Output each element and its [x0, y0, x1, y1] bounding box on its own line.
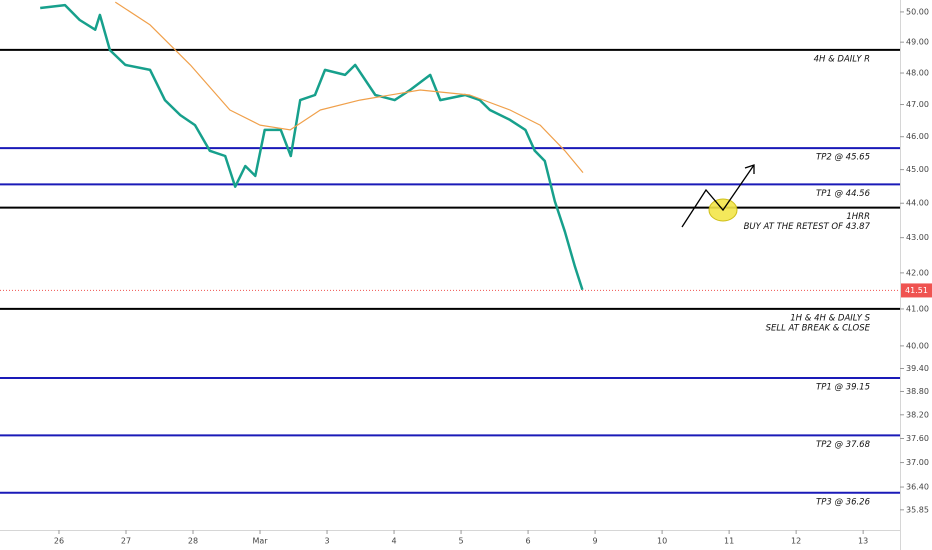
x-tick-label: Mar [252, 537, 268, 546]
y-tick-label: 39.40 [906, 364, 929, 373]
y-tick-label: 46.00 [906, 132, 929, 141]
y-tick-label: 44.00 [906, 199, 929, 208]
level-label: TP3 @ 36.26 [816, 497, 871, 507]
level-label: 4H & DAILY R [814, 54, 871, 64]
x-tick-label: 11 [724, 537, 734, 546]
x-tick-label: 12 [791, 537, 801, 546]
level-label: TP1 @ 44.56 [816, 189, 871, 199]
x-tick-label: 9 [593, 537, 598, 546]
x-tick-label: 3 [324, 537, 329, 546]
level-label: TP1 @ 39.15 [816, 383, 870, 393]
arrows [681, 164, 755, 228]
y-tick-label: 43.00 [906, 233, 929, 242]
level-label: TP2 @ 37.68 [816, 440, 871, 450]
x-tick-label: 27 [121, 537, 131, 546]
level-label: SELL AT BREAK & CLOSE [766, 323, 871, 333]
y-tick-label: 49.00 [906, 38, 929, 47]
y-tick-label: 50.00 [906, 7, 929, 16]
y-tick-label: 38.20 [906, 410, 929, 419]
y-tick-label: 48.00 [906, 69, 929, 78]
price-line [40, 3, 584, 291]
level-label: BUY AT THE RETEST OF 43.87 [744, 222, 871, 232]
x-tick-label: 5 [459, 537, 464, 546]
y-tick-label: 45.00 [906, 165, 929, 174]
x-tick-label: 4 [391, 537, 396, 546]
last-price-tag [901, 283, 932, 298]
x-tick-label: 13 [858, 537, 868, 546]
y-tick-label: 40.00 [906, 341, 929, 350]
arrow-path [681, 164, 755, 228]
y-tick-label: 35.85 [906, 505, 929, 514]
x-tick-label: 10 [657, 537, 667, 546]
level-label: TP2 @ 45.65 [816, 153, 870, 163]
y-tick-label: 37.60 [906, 434, 929, 443]
y-tick-label: 36.40 [906, 483, 929, 492]
x-tick-label: 26 [54, 537, 64, 546]
x-tick-label: 28 [188, 537, 198, 546]
y-tick-label: 42.00 [906, 268, 929, 277]
y-tick-label: 37.00 [906, 458, 929, 467]
y-tick-label: 41.00 [906, 304, 929, 313]
price-line [114, 1, 584, 173]
x-tick-label: 6 [526, 537, 531, 546]
arrow-head [744, 164, 755, 174]
level-label: 1H & 4H & DAILY S [790, 313, 870, 323]
last-price-label: 41.51 [905, 286, 928, 295]
level-label: 1HRR [846, 212, 870, 222]
y-tick-label: 38.80 [906, 387, 929, 396]
y-tick-label: 47.00 [906, 100, 929, 109]
